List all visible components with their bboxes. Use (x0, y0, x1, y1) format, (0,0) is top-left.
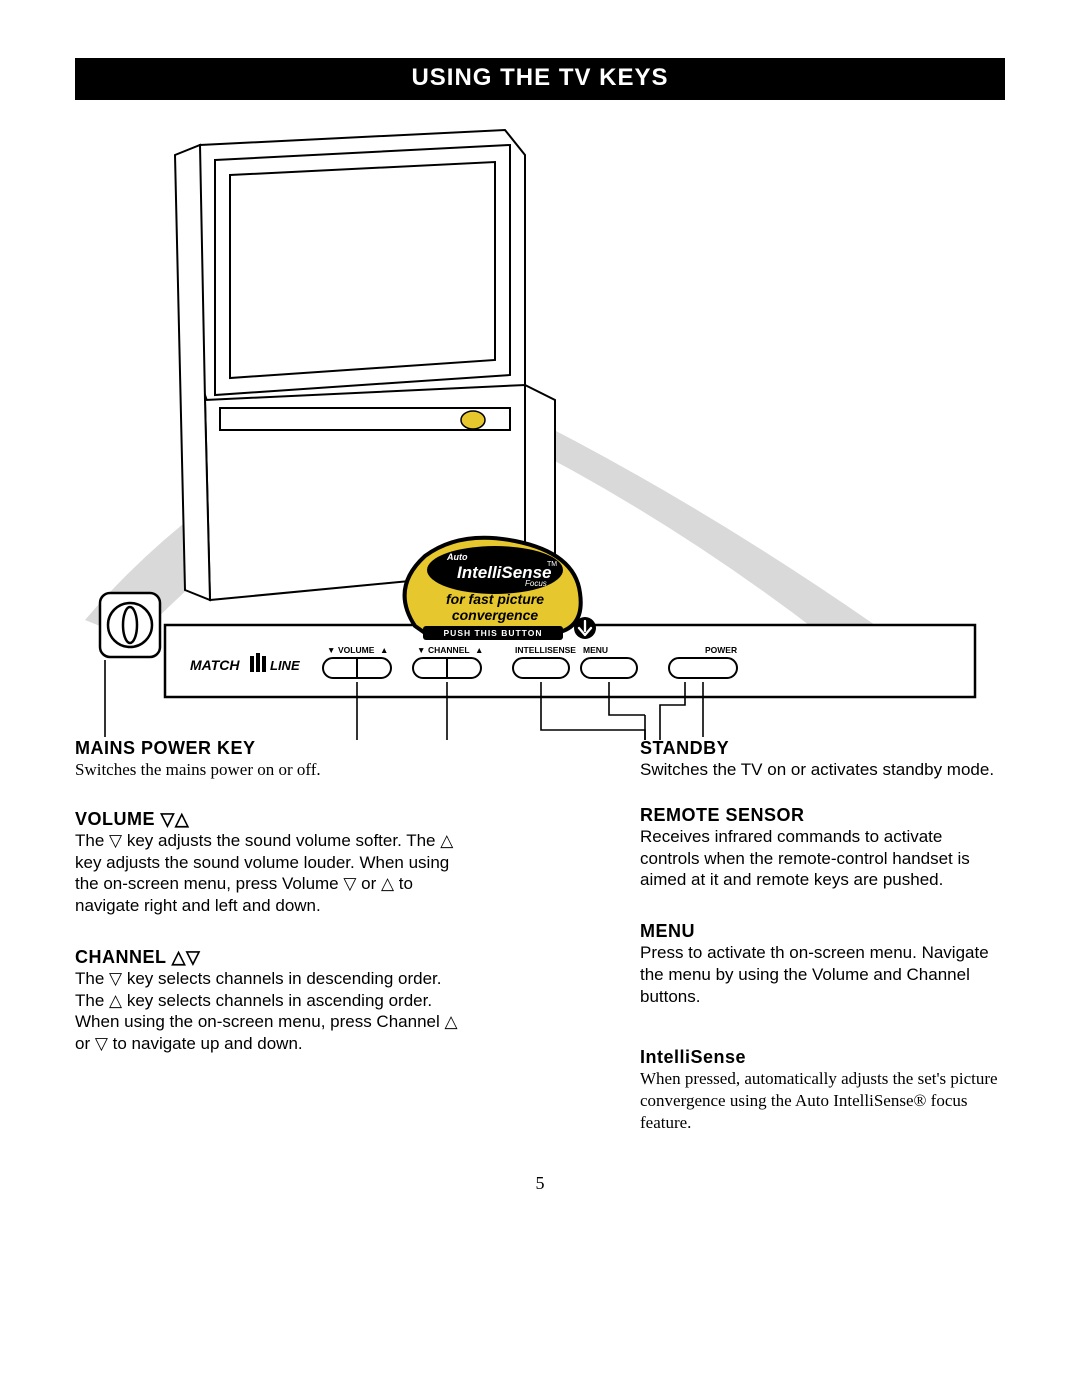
panel-logo-left: MATCH (190, 657, 240, 673)
intellisense-badge: Auto IntelliSense TM Focus for fast pict… (405, 538, 596, 640)
svg-text:▼: ▼ (417, 645, 425, 655)
svg-text:PUSH THIS BUTTON: PUSH THIS BUTTON (444, 628, 543, 638)
body-channel: The ▽ key selects channels in descending… (75, 968, 475, 1055)
section-channel: CHANNEL △▽ The ▽ key selects channels in… (75, 947, 475, 1055)
heading-volume: VOLUME ▽△ (75, 809, 475, 830)
heading-intellisense: IntelliSense (640, 1047, 1000, 1068)
svg-text:convergence: convergence (452, 607, 539, 623)
svg-text:▲: ▲ (475, 645, 483, 655)
svg-text:for fast picture: for fast picture (446, 591, 544, 607)
section-intellisense: IntelliSense When pressed, automatically… (640, 1047, 1000, 1133)
svg-text:POWER: POWER (705, 645, 737, 655)
body-intellisense: When pressed, automatically adjusts the … (640, 1068, 1000, 1133)
svg-text:Auto: Auto (446, 552, 468, 562)
section-remote: REMOTE SENSOR Receives infrared commands… (640, 805, 1000, 891)
svg-text:▲: ▲ (380, 645, 388, 655)
tv-diagram: MATCH LINE ▼ VOLUME ▲ ▼ CHANNEL ▲ INTELL… (75, 100, 1005, 720)
heading-remote: REMOTE SENSOR (640, 805, 1000, 826)
section-volume: VOLUME ▽△ The ▽ key adjusts the sound vo… (75, 809, 475, 917)
page-title: USING THE TV KEYS (75, 58, 1005, 100)
section-menu: MENU Press to activate th on-screen menu… (640, 921, 1000, 1007)
body-standby: Switches the TV on or activates standby … (640, 759, 1000, 781)
body-mains: Switches the mains power on or off. (75, 759, 475, 781)
svg-text:CHANNEL: CHANNEL (428, 645, 470, 655)
body-volume: The ▽ key adjusts the sound volume softe… (75, 830, 475, 917)
page-number: 5 (75, 1173, 1005, 1194)
svg-text:TM: TM (547, 561, 557, 568)
svg-text:INTELLISENSE: INTELLISENSE (515, 645, 576, 655)
body-remote: Receives infrared commands to activate c… (640, 826, 1000, 891)
heading-menu: MENU (640, 921, 1000, 942)
svg-text:Focus: Focus (525, 579, 547, 588)
section-mains-power: MAINS POWER KEY Switches the mains power… (75, 738, 475, 781)
section-standby: STANDBY Switches the TV on or activates … (640, 738, 1000, 781)
panel-logo-right: LINE (270, 658, 300, 673)
body-menu: Press to activate th on-screen menu. Nav… (640, 942, 1000, 1007)
svg-text:▼: ▼ (327, 645, 335, 655)
svg-text:VOLUME: VOLUME (338, 645, 375, 655)
heading-channel: CHANNEL △▽ (75, 947, 475, 968)
svg-text:MENU: MENU (583, 645, 608, 655)
heading-standby: STANDBY (640, 738, 1000, 759)
heading-mains: MAINS POWER KEY (75, 738, 475, 759)
